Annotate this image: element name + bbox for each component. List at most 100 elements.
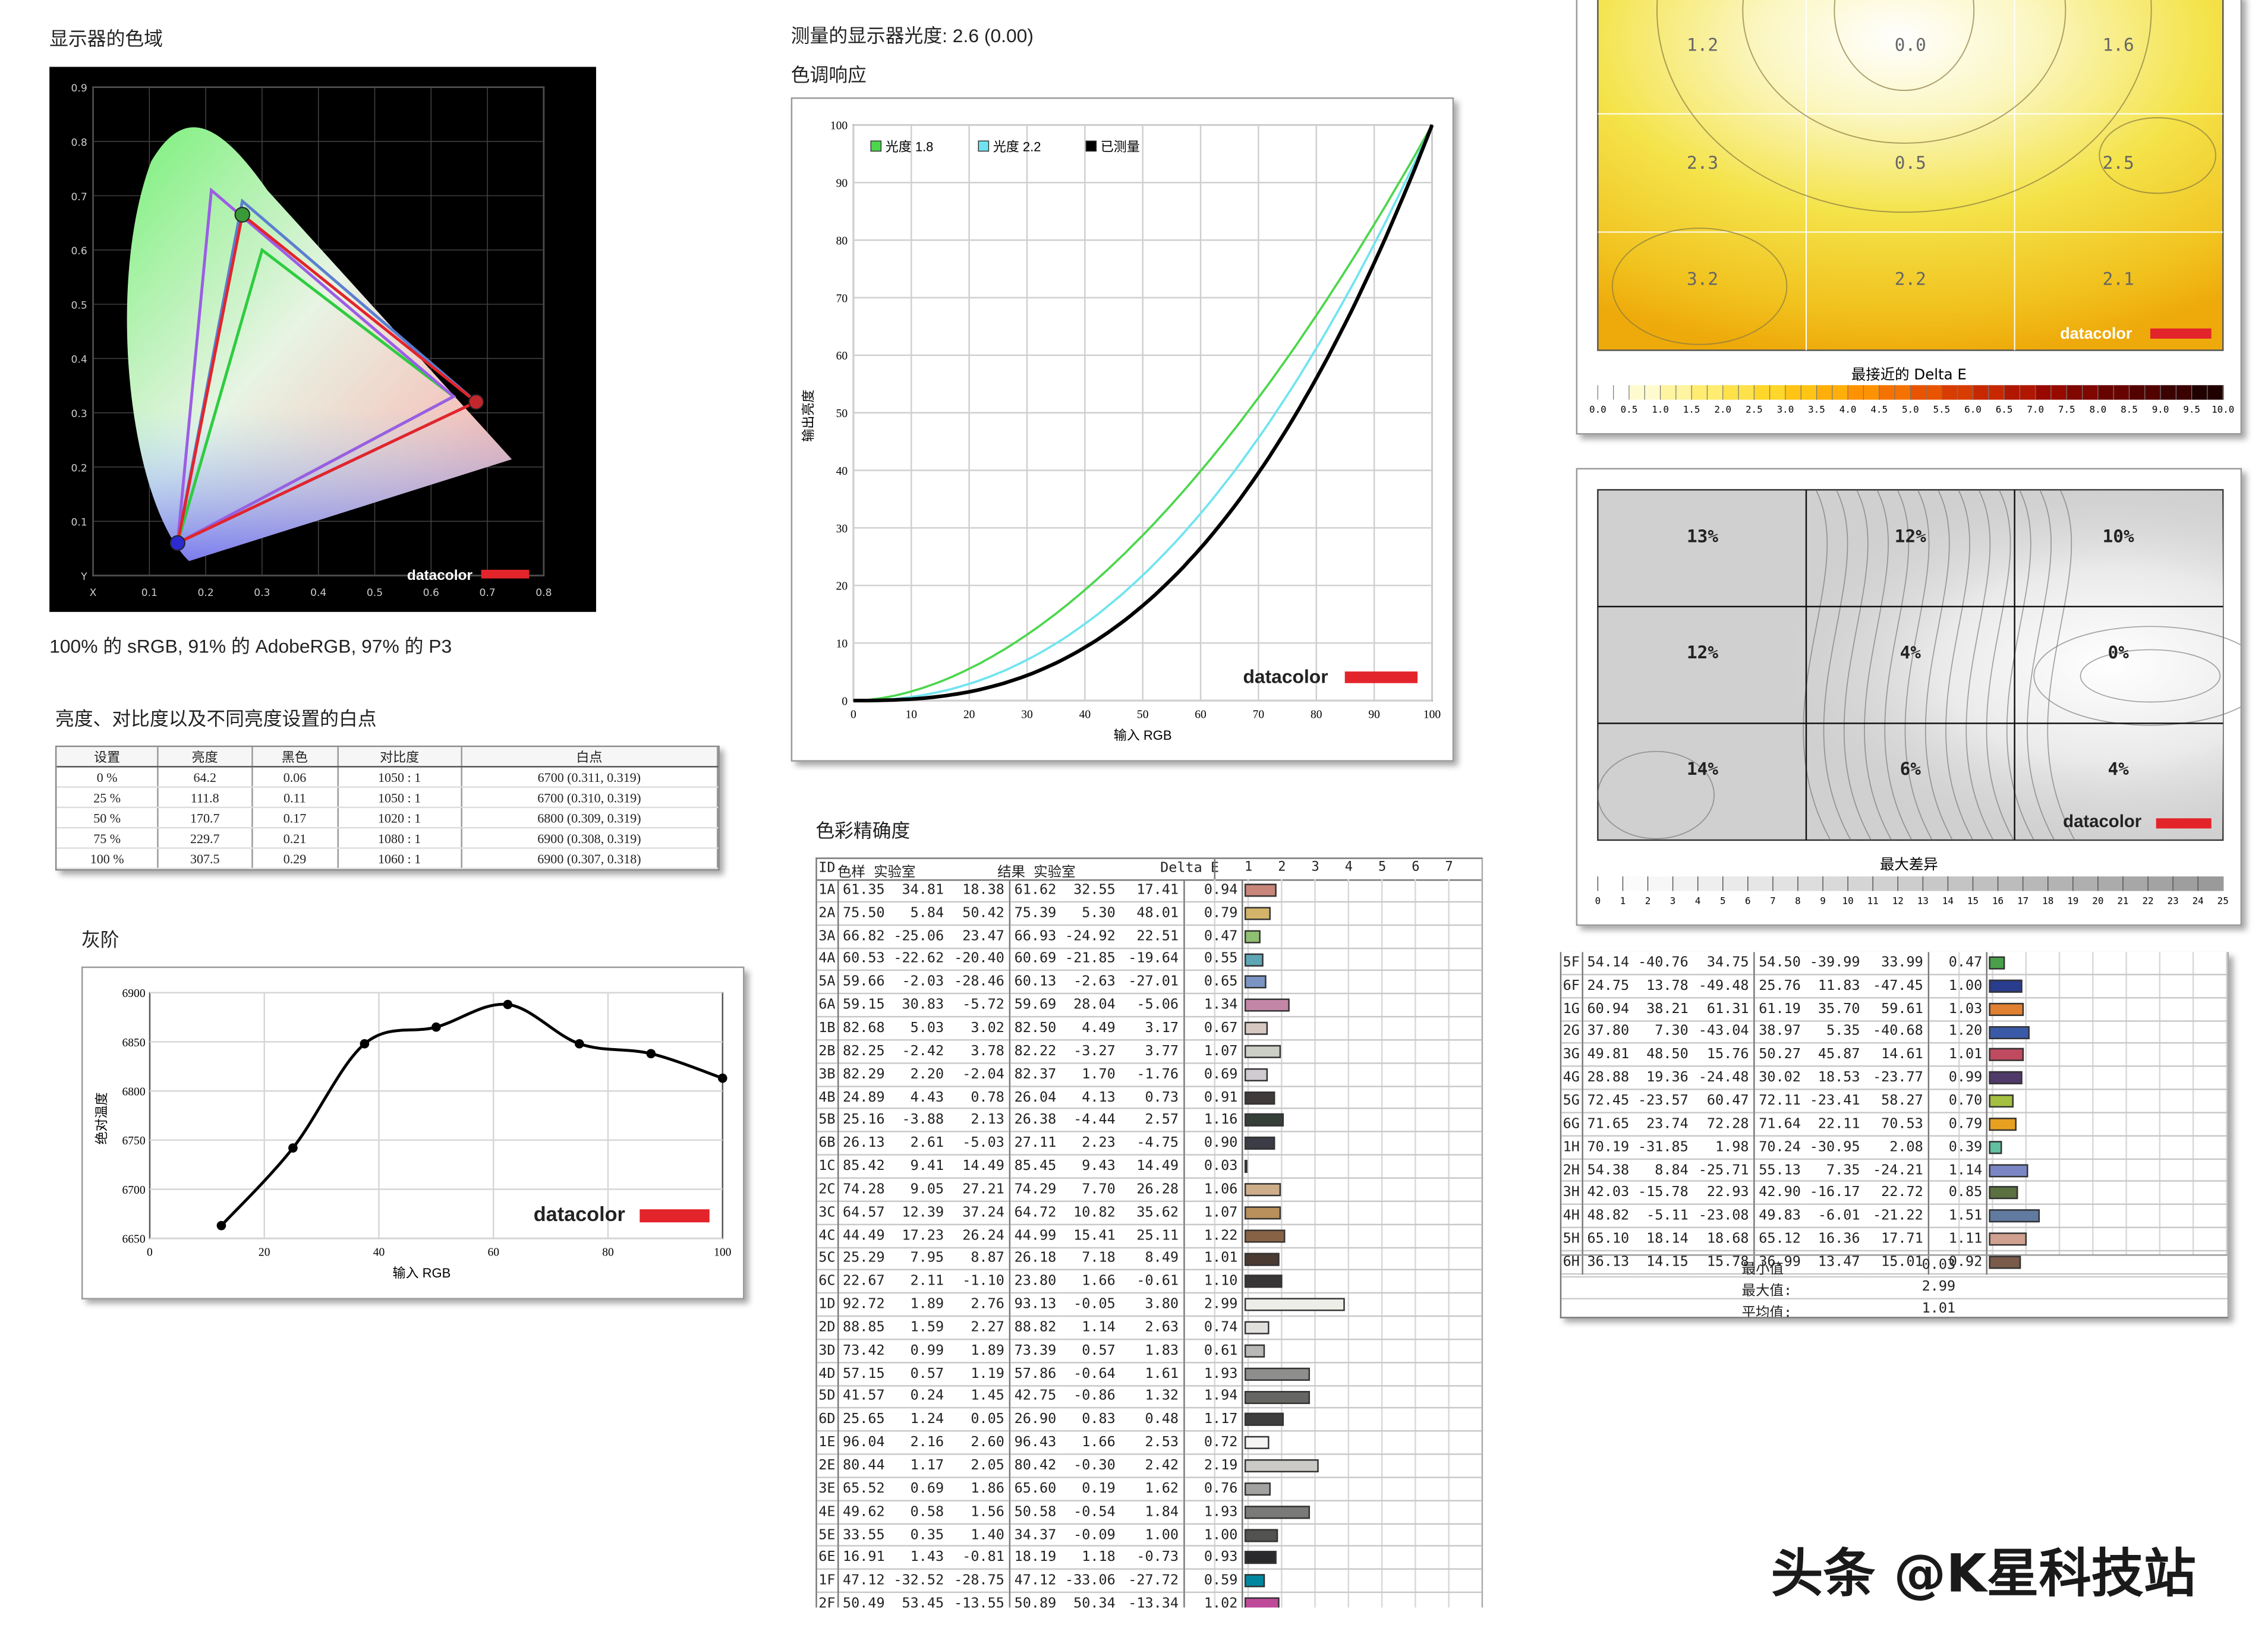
accuracy-cell bbox=[1242, 1270, 1482, 1294]
accuracy-cell bbox=[1242, 1201, 1482, 1225]
accuracy-cell bbox=[1242, 1454, 1482, 1478]
ulu-contour bbox=[1884, 489, 1913, 841]
accuracy-cell bbox=[1242, 1362, 1482, 1386]
gray-y-tick: 6800 bbox=[122, 1086, 146, 1098]
accuracy-cell: 26.38 bbox=[1014, 1112, 1057, 1129]
accuracy-cell: 2G bbox=[1561, 1020, 1583, 1044]
ude-cell-value: 2.1 bbox=[2103, 269, 2134, 289]
accuracy-cell: 0.72 bbox=[1204, 1434, 1238, 1451]
delta-e-bar bbox=[1245, 1482, 1271, 1496]
accuracy-cell: -39.99 bbox=[1809, 954, 1860, 971]
ulu-scale-step bbox=[1948, 876, 1974, 891]
delta-e-bar bbox=[1989, 1255, 2021, 1269]
accuracy-cell: 13.47 bbox=[1817, 1254, 1860, 1270]
white-point-header-cell: 设置 bbox=[56, 747, 159, 768]
gamut-x-tick: 0.8 bbox=[536, 587, 552, 599]
accuracy-cell: 60.13 bbox=[1014, 974, 1057, 990]
accuracy-cell: 0.47 bbox=[1204, 928, 1238, 945]
accuracy-cell: 0.61 bbox=[1204, 1342, 1238, 1359]
delta-e-bar bbox=[1245, 884, 1277, 897]
tone-legend-label: 光度 2.2 bbox=[993, 139, 1041, 154]
delta-e-bar bbox=[1245, 1275, 1282, 1289]
ulu-scale-label: 3 bbox=[1670, 895, 1676, 907]
accuracy-cell: 5.35 bbox=[1826, 1024, 1860, 1040]
accuracy-cell: -28.46 bbox=[948, 970, 1010, 994]
accuracy-cell: 50.34 bbox=[1073, 1596, 1116, 1608]
accuracy-cell bbox=[1242, 901, 1482, 925]
tone-x-tick: 90 bbox=[1368, 708, 1380, 721]
ulu-scale-label: 4 bbox=[1695, 895, 1701, 907]
accuracy-cell: 60.94 bbox=[1587, 1001, 1630, 1017]
accuracy-cell: 10.82 bbox=[1073, 1204, 1116, 1221]
accuracy-cell bbox=[1986, 997, 2228, 1021]
accuracy-cell: 1.17 bbox=[910, 1458, 944, 1474]
summary-max-label: 最大值: bbox=[1741, 1283, 1793, 1299]
ulu-scale-label: 8 bbox=[1795, 895, 1801, 907]
measured-primary-point bbox=[468, 394, 484, 410]
delta-e-bar bbox=[1989, 1140, 2003, 1154]
ude-scale-label: 1.0 bbox=[1652, 404, 1669, 415]
ude-scale-label: 2.0 bbox=[1714, 404, 1731, 415]
ulu-scale-label: 19 bbox=[2067, 895, 2078, 907]
table-row: 3B 82.29 2.20 -2.04 82.37 1.70 -1.76 0.69 bbox=[817, 1062, 1482, 1086]
summary-avg-value: 1.01 bbox=[1922, 1301, 1956, 1317]
tone-y-tick: 90 bbox=[836, 178, 848, 190]
ulu-scale-label: 14 bbox=[1942, 895, 1954, 907]
ude-brand: datacolor bbox=[2060, 324, 2132, 342]
accuracy-cell: 42.90 bbox=[1759, 1185, 1801, 1201]
ulu-scale-step bbox=[1722, 876, 1749, 891]
gray-point bbox=[431, 1022, 441, 1032]
tone-y-tick: 40 bbox=[836, 465, 848, 478]
accuracy-cell: -25.06 bbox=[893, 928, 944, 945]
accuracy-cell: 14.49 bbox=[1120, 1154, 1185, 1178]
table-row: 6D 25.65 1.24 0.05 26.90 0.83 0.48 1.17 bbox=[817, 1408, 1482, 1431]
accuracy-cell: 1.24 bbox=[910, 1412, 944, 1428]
accuracy-cell: -23.08 bbox=[1693, 1204, 1755, 1228]
accuracy-cell: 70.53 bbox=[1864, 1112, 1929, 1136]
accuracy-cell: -20.40 bbox=[948, 947, 1010, 971]
accuracy-cell: 57.15 bbox=[842, 1365, 885, 1382]
accuracy-cell: 4G bbox=[1561, 1066, 1583, 1090]
uniformity-luminance-panel: 13% 12% 10% 12% 4% 0% 14% 6% 4% datacolor 最大差异 0 1 2 3… bbox=[1576, 468, 2267, 926]
accuracy-cell: 23.74 bbox=[1646, 1116, 1689, 1132]
accuracy-cell: 0.76 bbox=[1204, 1481, 1238, 1497]
accuracy-cell: 65.12 bbox=[1759, 1231, 1801, 1247]
ulu-scale-label: 24 bbox=[2193, 895, 2204, 907]
ude-scale-label: 3.0 bbox=[1777, 404, 1794, 415]
accuracy-cell bbox=[1986, 1112, 2228, 1136]
accuracy-cell: 26.13 bbox=[842, 1135, 885, 1152]
accuracy-cell bbox=[1986, 1089, 2228, 1113]
ulu-contour bbox=[1924, 489, 1953, 841]
accuracy-cell: -0.81 bbox=[948, 1546, 1010, 1570]
delta-e-bar bbox=[1245, 1068, 1268, 1081]
white-point-cell: 25 % bbox=[56, 787, 159, 809]
accuracy-cell: 2.53 bbox=[1120, 1431, 1185, 1455]
delta-e-bar bbox=[1989, 979, 2023, 993]
ulu-scale-label: 1 bbox=[1620, 895, 1626, 907]
ulu-contour bbox=[1864, 489, 1892, 841]
tone-x-tick: 40 bbox=[1079, 708, 1091, 721]
accuracy-cell: 1.93 bbox=[1204, 1504, 1238, 1520]
accuracy-cell: 28.88 bbox=[1587, 1070, 1630, 1086]
delta-e-bar bbox=[1245, 952, 1264, 966]
uniformity-delta-e-panel: 1.2 0.0 1.6 2.3 0.5 2.5 3.2 2.2 2.1 datacolor 最接近的… bbox=[1576, 0, 2242, 435]
accuracy-cell: 60.47 bbox=[1693, 1089, 1755, 1113]
gamut-chart: X 0.1 0.2 0.3 0.4 0.5 0.6 0.7 0.8 Y 0.1 0.2 0.3 0.4 0.… bbox=[49, 67, 596, 612]
accuracy-cell: 23.80 bbox=[1014, 1273, 1057, 1290]
accuracy-cell: -0.09 bbox=[1073, 1526, 1116, 1543]
ulu-cell-value: 14% bbox=[1687, 759, 1718, 779]
tone-x-tick: 20 bbox=[963, 708, 975, 721]
accuracy-cell: 1B bbox=[817, 1017, 839, 1040]
accuracy-cell: 26.24 bbox=[948, 1224, 1010, 1247]
accuracy-cell: -31.85 bbox=[1637, 1139, 1689, 1155]
accuracy-cell: 25.16 bbox=[842, 1112, 885, 1129]
accuracy-cell: 25.29 bbox=[842, 1250, 885, 1267]
gamut-x-tick: 0.3 bbox=[254, 587, 270, 599]
accuracy-cell: -47.45 bbox=[1864, 974, 1929, 998]
accuracy-cell: 3.17 bbox=[1120, 1017, 1185, 1040]
summary-avg-label: 平均值: bbox=[1741, 1305, 1793, 1318]
ude-scale-label: 0.0 bbox=[1589, 404, 1606, 415]
delta-e-bar bbox=[1245, 1390, 1310, 1403]
ulu-scale-step bbox=[2072, 876, 2099, 891]
ude-cell-value: 3.2 bbox=[1687, 269, 1718, 289]
